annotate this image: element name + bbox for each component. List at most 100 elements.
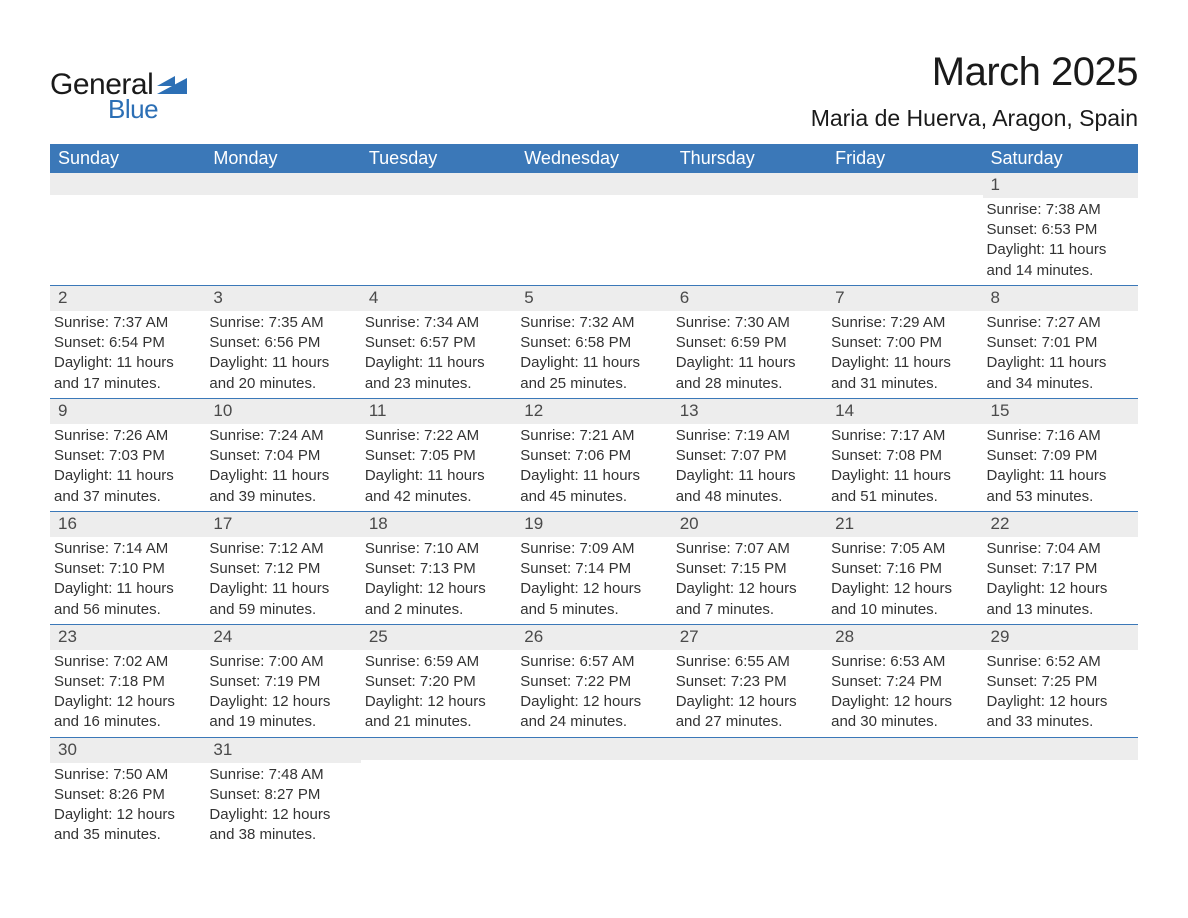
day-number: 12 — [516, 399, 671, 424]
day-sunset-text: Sunset: 7:23 PM — [676, 672, 823, 692]
day-day2-text: and 51 minutes. — [831, 487, 978, 507]
day-body-empty — [361, 195, 516, 277]
calendar-cell: 13Sunrise: 7:19 AMSunset: 7:07 PMDayligh… — [672, 398, 827, 511]
day-day2-text: and 20 minutes. — [209, 374, 356, 394]
day-sunset-text: Sunset: 8:26 PM — [54, 785, 201, 805]
calendar-cell: 18Sunrise: 7:10 AMSunset: 7:13 PMDayligh… — [361, 511, 516, 624]
day-sunrise-text: Sunrise: 7:35 AM — [209, 313, 356, 333]
day-sunset-text: Sunset: 7:16 PM — [831, 559, 978, 579]
day-body: Sunrise: 6:53 AMSunset: 7:24 PMDaylight:… — [827, 650, 982, 737]
calendar-cell: 7Sunrise: 7:29 AMSunset: 7:00 PMDaylight… — [827, 285, 982, 398]
day-header-row: Sunday Monday Tuesday Wednesday Thursday… — [50, 144, 1138, 173]
day-day2-text: and 53 minutes. — [987, 487, 1134, 507]
day-sunrise-text: Sunrise: 7:10 AM — [365, 539, 512, 559]
calendar-cell: 27Sunrise: 6:55 AMSunset: 7:23 PMDayligh… — [672, 624, 827, 737]
calendar-table: Sunday Monday Tuesday Wednesday Thursday… — [50, 144, 1138, 850]
day-header: Tuesday — [361, 144, 516, 173]
page-title: March 2025 — [811, 50, 1138, 95]
header: General Blue March 2025 Maria de Huerva,… — [50, 50, 1138, 132]
day-body: Sunrise: 7:38 AMSunset: 6:53 PMDaylight:… — [983, 198, 1138, 285]
day-day2-text: and 38 minutes. — [209, 825, 356, 845]
day-sunset-text: Sunset: 7:15 PM — [676, 559, 823, 579]
day-number-empty — [516, 173, 671, 195]
day-day1-text: Daylight: 11 hours — [209, 466, 356, 486]
day-day2-text: and 17 minutes. — [54, 374, 201, 394]
day-header: Thursday — [672, 144, 827, 173]
day-body: Sunrise: 7:02 AMSunset: 7:18 PMDaylight:… — [50, 650, 205, 737]
day-day2-text: and 59 minutes. — [209, 600, 356, 620]
day-day2-text: and 35 minutes. — [54, 825, 201, 845]
day-day2-text: and 5 minutes. — [520, 600, 667, 620]
day-number: 2 — [50, 286, 205, 311]
calendar-cell — [205, 173, 360, 285]
day-number: 25 — [361, 625, 516, 650]
day-body: Sunrise: 7:12 AMSunset: 7:12 PMDaylight:… — [205, 537, 360, 624]
day-number: 26 — [516, 625, 671, 650]
calendar-cell — [516, 737, 671, 849]
day-day1-text: Daylight: 11 hours — [987, 353, 1134, 373]
day-number: 5 — [516, 286, 671, 311]
day-day2-text: and 45 minutes. — [520, 487, 667, 507]
day-sunset-text: Sunset: 7:24 PM — [831, 672, 978, 692]
calendar-cell — [983, 737, 1138, 849]
day-day2-text: and 7 minutes. — [676, 600, 823, 620]
day-day1-text: Daylight: 11 hours — [209, 579, 356, 599]
day-body-empty — [672, 760, 827, 766]
day-number: 15 — [983, 399, 1138, 424]
day-day2-text: and 27 minutes. — [676, 712, 823, 732]
day-sunrise-text: Sunrise: 7:19 AM — [676, 426, 823, 446]
day-body: Sunrise: 7:09 AMSunset: 7:14 PMDaylight:… — [516, 537, 671, 624]
day-body: Sunrise: 7:10 AMSunset: 7:13 PMDaylight:… — [361, 537, 516, 624]
day-day1-text: Daylight: 11 hours — [209, 353, 356, 373]
day-day2-text: and 42 minutes. — [365, 487, 512, 507]
day-day1-text: Daylight: 11 hours — [54, 353, 201, 373]
calendar-cell: 9Sunrise: 7:26 AMSunset: 7:03 PMDaylight… — [50, 398, 205, 511]
day-day1-text: Daylight: 11 hours — [520, 353, 667, 373]
calendar-cell: 19Sunrise: 7:09 AMSunset: 7:14 PMDayligh… — [516, 511, 671, 624]
calendar-cell — [516, 173, 671, 285]
calendar-cell: 1Sunrise: 7:38 AMSunset: 6:53 PMDaylight… — [983, 173, 1138, 285]
day-day1-text: Daylight: 11 hours — [676, 466, 823, 486]
day-body: Sunrise: 6:59 AMSunset: 7:20 PMDaylight:… — [361, 650, 516, 737]
day-number-empty — [516, 738, 671, 760]
day-sunset-text: Sunset: 7:05 PM — [365, 446, 512, 466]
day-day2-text: and 37 minutes. — [54, 487, 201, 507]
day-sunrise-text: Sunrise: 7:05 AM — [831, 539, 978, 559]
day-number: 24 — [205, 625, 360, 650]
calendar-week: 23Sunrise: 7:02 AMSunset: 7:18 PMDayligh… — [50, 624, 1138, 737]
day-sunset-text: Sunset: 7:09 PM — [987, 446, 1134, 466]
calendar-cell — [361, 173, 516, 285]
day-sunset-text: Sunset: 8:27 PM — [209, 785, 356, 805]
day-number: 20 — [672, 512, 827, 537]
day-sunset-text: Sunset: 6:53 PM — [987, 220, 1134, 240]
day-body: Sunrise: 7:29 AMSunset: 7:00 PMDaylight:… — [827, 311, 982, 398]
day-day2-text: and 33 minutes. — [987, 712, 1134, 732]
day-number: 13 — [672, 399, 827, 424]
day-sunset-text: Sunset: 7:22 PM — [520, 672, 667, 692]
day-number: 29 — [983, 625, 1138, 650]
day-sunset-text: Sunset: 7:18 PM — [54, 672, 201, 692]
day-day1-text: Daylight: 12 hours — [831, 579, 978, 599]
day-body: Sunrise: 7:04 AMSunset: 7:17 PMDaylight:… — [983, 537, 1138, 624]
day-sunrise-text: Sunrise: 7:14 AM — [54, 539, 201, 559]
day-body: Sunrise: 7:32 AMSunset: 6:58 PMDaylight:… — [516, 311, 671, 398]
day-sunset-text: Sunset: 7:10 PM — [54, 559, 201, 579]
day-number: 30 — [50, 738, 205, 763]
day-number: 21 — [827, 512, 982, 537]
day-sunset-text: Sunset: 7:01 PM — [987, 333, 1134, 353]
day-body: Sunrise: 7:14 AMSunset: 7:10 PMDaylight:… — [50, 537, 205, 624]
calendar-cell: 29Sunrise: 6:52 AMSunset: 7:25 PMDayligh… — [983, 624, 1138, 737]
day-sunrise-text: Sunrise: 6:55 AM — [676, 652, 823, 672]
calendar-cell: 17Sunrise: 7:12 AMSunset: 7:12 PMDayligh… — [205, 511, 360, 624]
day-number-empty — [361, 738, 516, 760]
day-number-empty — [827, 173, 982, 195]
day-day2-text: and 25 minutes. — [520, 374, 667, 394]
day-body-empty — [50, 195, 205, 277]
day-number: 27 — [672, 625, 827, 650]
day-number-empty — [827, 738, 982, 760]
day-number-empty — [672, 738, 827, 760]
calendar-week: 1Sunrise: 7:38 AMSunset: 6:53 PMDaylight… — [50, 173, 1138, 285]
calendar-cell: 12Sunrise: 7:21 AMSunset: 7:06 PMDayligh… — [516, 398, 671, 511]
calendar-cell: 8Sunrise: 7:27 AMSunset: 7:01 PMDaylight… — [983, 285, 1138, 398]
day-body: Sunrise: 7:26 AMSunset: 7:03 PMDaylight:… — [50, 424, 205, 511]
